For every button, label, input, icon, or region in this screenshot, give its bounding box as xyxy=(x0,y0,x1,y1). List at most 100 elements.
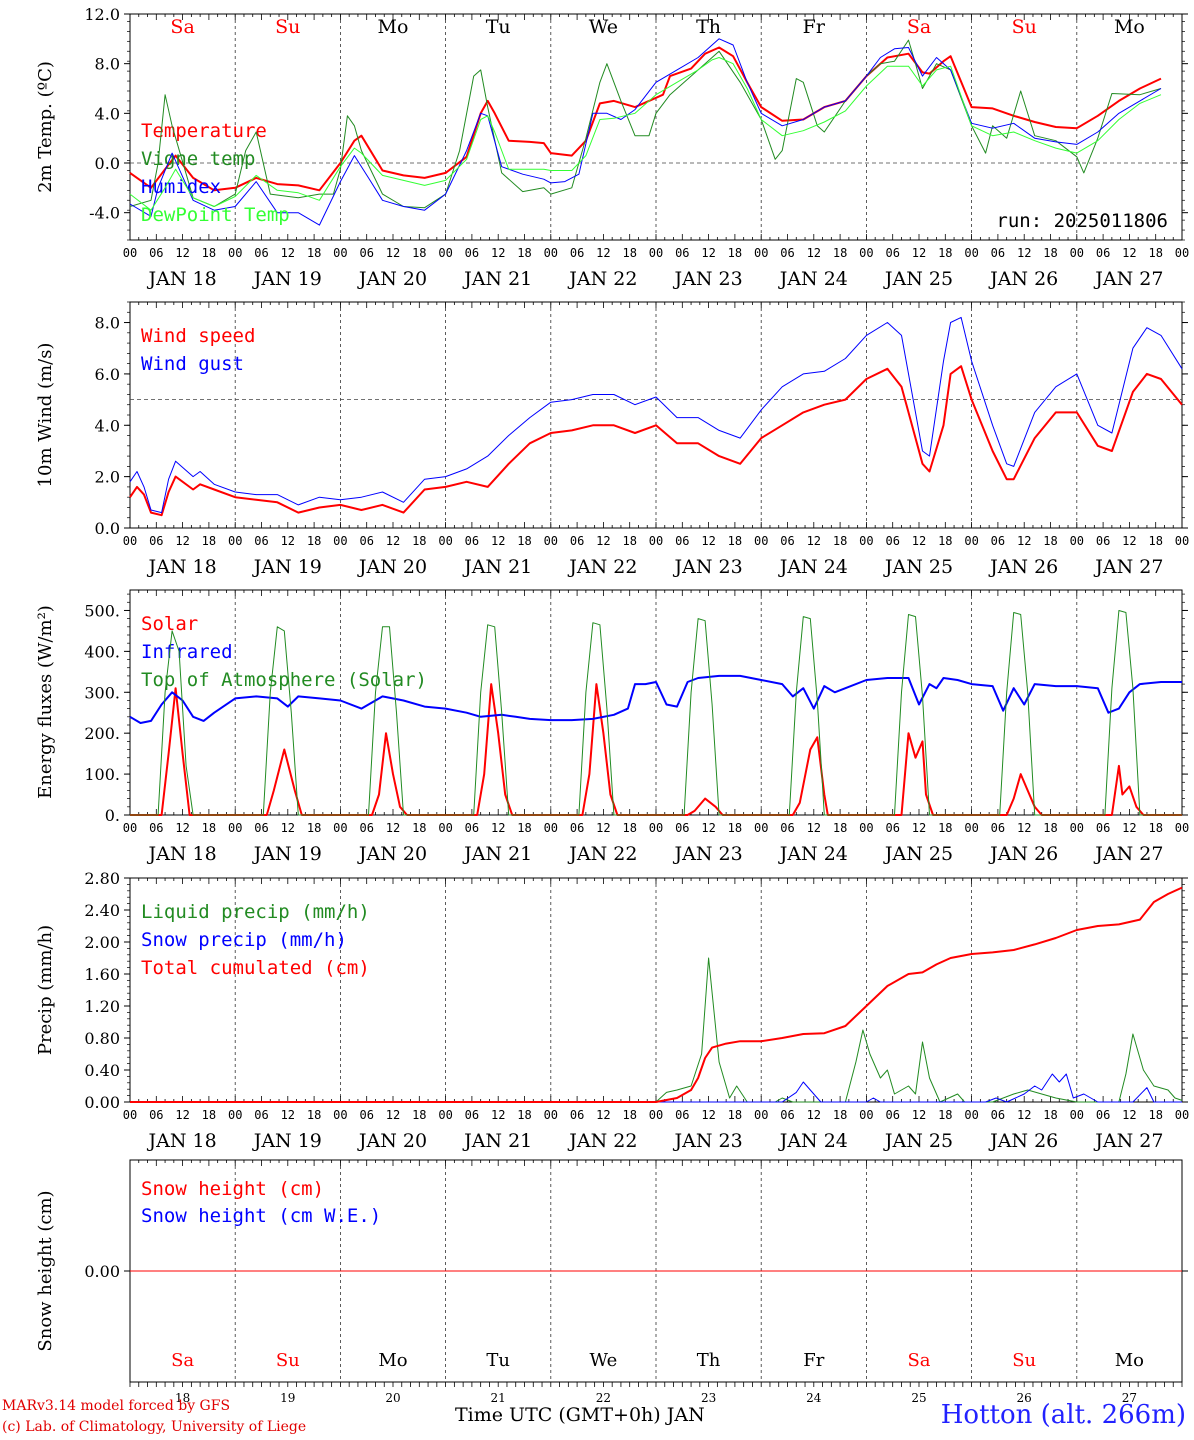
date-label: JAN 19 xyxy=(252,1130,322,1152)
date-label: JAN 26 xyxy=(988,1130,1058,1152)
date-label: JAN 27 xyxy=(1093,1130,1163,1152)
hour-tick-label: 00 xyxy=(544,246,558,260)
hour-tick-label: 06 xyxy=(149,246,163,260)
bottom-date-label: 20 xyxy=(385,1391,400,1405)
hour-tick-label: 00 xyxy=(1070,1108,1084,1122)
hour-tick-label: 06 xyxy=(359,534,373,548)
hour-tick-label: 12 xyxy=(596,821,610,835)
date-label: JAN 19 xyxy=(252,843,322,865)
date-label: JAN 26 xyxy=(988,268,1058,290)
legend-entry: Vigne temp xyxy=(141,148,255,170)
day-of-week-label: We xyxy=(589,16,618,38)
hour-tick-label: 12 xyxy=(386,246,400,260)
hour-tick-label: 18 xyxy=(1043,821,1057,835)
hour-tick-label: 00 xyxy=(964,1108,978,1122)
y-tick-label: 4.0 xyxy=(95,104,120,123)
hour-tick-label: 06 xyxy=(675,821,689,835)
hour-tick-label: 12 xyxy=(701,246,715,260)
y-tick-label: 2.00 xyxy=(84,933,120,952)
hour-tick-label: 18 xyxy=(938,821,952,835)
day-of-week-label: Sa xyxy=(907,1350,930,1371)
run-label: run: 2025011806 xyxy=(996,210,1168,232)
y-tick-label: 6.0 xyxy=(95,365,120,384)
hour-tick-label: 06 xyxy=(780,1108,794,1122)
hour-tick-label: 00 xyxy=(333,1108,347,1122)
date-label: JAN 21 xyxy=(462,268,532,290)
day-of-week-label: Mo xyxy=(1115,1350,1144,1371)
y-tick-label: 4.0 xyxy=(95,416,120,435)
hour-tick-label: 00 xyxy=(754,534,768,548)
hour-tick-label: 12 xyxy=(175,534,189,548)
hour-tick-label: 18 xyxy=(517,821,531,835)
date-label: JAN 25 xyxy=(883,1130,953,1152)
legend-entry: Solar xyxy=(141,613,198,635)
hour-tick-label: 18 xyxy=(307,821,321,835)
day-of-week-label: Mo xyxy=(378,1350,407,1371)
bottom-date-label: 27 xyxy=(1122,1391,1137,1405)
hour-tick-label: 18 xyxy=(517,246,531,260)
date-label: JAN 20 xyxy=(357,843,427,865)
y-tick-label: 1.20 xyxy=(84,997,120,1016)
day-of-week-label: Sa xyxy=(907,16,931,38)
hour-tick-label: 18 xyxy=(517,534,531,548)
legend-entry: Total cumulated (cm) xyxy=(141,957,370,979)
hour-tick-label: 12 xyxy=(175,1108,189,1122)
hour-tick-label: 12 xyxy=(912,534,926,548)
date-label: JAN 23 xyxy=(673,843,743,865)
day-of-week-label: Su xyxy=(276,1350,300,1371)
hour-tick-label: 18 xyxy=(202,1108,216,1122)
y-tick-label: 300. xyxy=(84,683,120,702)
hour-tick-label: 00 xyxy=(333,821,347,835)
y-tick-label: 400. xyxy=(84,642,120,661)
date-label: JAN 19 xyxy=(252,268,322,290)
hour-tick-label: 06 xyxy=(885,821,899,835)
date-label: JAN 20 xyxy=(357,556,427,578)
y-tick-label: 100. xyxy=(84,765,120,784)
hour-tick-label: 18 xyxy=(833,821,847,835)
y-tick-label: 0. xyxy=(105,806,120,825)
hour-tick-label: 18 xyxy=(622,534,636,548)
date-label: JAN 22 xyxy=(567,1130,637,1152)
hour-tick-label: 12 xyxy=(1122,246,1136,260)
day-of-week-label: We xyxy=(590,1350,618,1371)
hour-tick-label: 12 xyxy=(1017,821,1031,835)
date-label: JAN 25 xyxy=(883,268,953,290)
hour-tick-label: 06 xyxy=(570,821,584,835)
hour-tick-label: 00 xyxy=(754,246,768,260)
hour-tick-label: 18 xyxy=(833,246,847,260)
y-tick-label: 1.60 xyxy=(84,965,120,984)
hour-tick-label: 00 xyxy=(544,821,558,835)
hour-tick-label: 00 xyxy=(438,821,452,835)
hour-tick-label: 00 xyxy=(228,246,242,260)
hour-tick-label: 06 xyxy=(359,246,373,260)
hour-tick-label: 18 xyxy=(307,246,321,260)
hour-tick-label: 06 xyxy=(465,821,479,835)
y-tick-label: -4.0 xyxy=(89,204,120,223)
hour-tick-label: 12 xyxy=(912,821,926,835)
y-tick-label: 0.0 xyxy=(95,154,120,173)
hour-tick-label: 12 xyxy=(807,534,821,548)
y-tick-label: 0.80 xyxy=(84,1029,120,1048)
hour-tick-label: 18 xyxy=(728,1108,742,1122)
date-label: JAN 23 xyxy=(673,1130,743,1152)
hour-tick-label: 06 xyxy=(149,534,163,548)
hour-tick-label: 12 xyxy=(491,821,505,835)
hour-tick-label: 00 xyxy=(859,821,873,835)
day-of-week-label: Tu xyxy=(486,1350,510,1371)
hour-tick-label: 06 xyxy=(1096,246,1110,260)
hour-tick-label: 00 xyxy=(859,1108,873,1122)
hour-tick-label: 06 xyxy=(991,246,1005,260)
series-line-wind-gust xyxy=(129,316,1183,514)
day-of-week-label: Tu xyxy=(486,16,511,38)
date-label: JAN 18 xyxy=(147,268,217,290)
series-line-temperature xyxy=(129,46,1162,192)
y-tick-label: 8.0 xyxy=(95,314,120,333)
legend-entry: Wind speed xyxy=(141,325,255,347)
hour-tick-label: 00 xyxy=(1175,534,1189,548)
hour-tick-label: 00 xyxy=(544,534,558,548)
hour-tick-label: 12 xyxy=(912,246,926,260)
hour-tick-label: 18 xyxy=(938,1108,952,1122)
hour-tick-label: 06 xyxy=(359,1108,373,1122)
date-label: JAN 26 xyxy=(988,556,1058,578)
day-of-week-label: Su xyxy=(1012,16,1037,38)
